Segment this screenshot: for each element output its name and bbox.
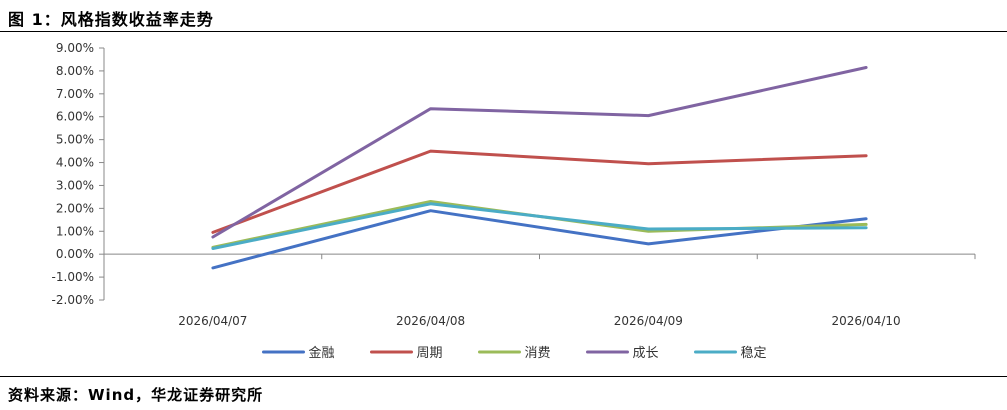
- series-line-周期: [211, 149, 868, 234]
- series-line-消费: [211, 200, 868, 249]
- legend-label: 金融: [309, 345, 335, 361]
- source-note: 资料来源：Wind，华龙证券研究所: [8, 386, 264, 404]
- legend-label: 消费: [525, 346, 551, 361]
- x-tick-labels: 2026/04/07 2026/04/08 2026/04/09 2026/04/10: [178, 314, 900, 328]
- y-tick-labels: 9.00% 8.00% 7.00% 6.00% 5.00% 4.00% 3.00% 2.00%…: [52, 41, 94, 307]
- series-line-稳定: [211, 202, 868, 250]
- y-tick-label: 0.00%: [56, 247, 94, 261]
- legend-label: 稳定: [741, 345, 767, 361]
- x-tick-label: 2026/04/07: [178, 314, 247, 328]
- line-chart: 9.00% 8.00% 7.00% 6.00% 5.00% 4.00% 3.00% 2.00%…: [52, 41, 976, 361]
- x-tick-label: 2026/04/10: [832, 314, 901, 328]
- y-tick-label: 8.00%: [56, 64, 94, 78]
- legend-label: 成长: [633, 346, 659, 361]
- y-tick-label: 2.00%: [56, 201, 94, 215]
- chart-legend: 金融 周期 消费 成长 稳定: [262, 345, 767, 361]
- y-tick-label: 3.00%: [56, 178, 94, 192]
- y-tick-label: -2.00%: [52, 293, 94, 307]
- series-line-成长: [211, 66, 868, 239]
- y-tick-label: 5.00%: [56, 133, 94, 147]
- y-tick-label: 9.00%: [56, 41, 94, 55]
- y-tick-label: -1.00%: [52, 270, 94, 284]
- figure-title: 图 1：风格指数收益率走势: [8, 10, 214, 29]
- series-line-金融: [211, 209, 868, 270]
- y-tick-label: 6.00%: [56, 110, 94, 124]
- x-tick-label: 2026/04/09: [614, 314, 683, 328]
- x-tick-label: 2026/04/08: [396, 314, 465, 328]
- y-tick-label: 7.00%: [56, 87, 94, 101]
- title-rule: [0, 31, 1007, 32]
- legend-label: 周期: [417, 346, 443, 361]
- chart-axes: [99, 47, 976, 301]
- source-rule: [0, 376, 1007, 377]
- series-lines: [211, 66, 868, 270]
- y-tick-label: 4.00%: [56, 156, 94, 170]
- y-tick-label: 1.00%: [56, 224, 94, 238]
